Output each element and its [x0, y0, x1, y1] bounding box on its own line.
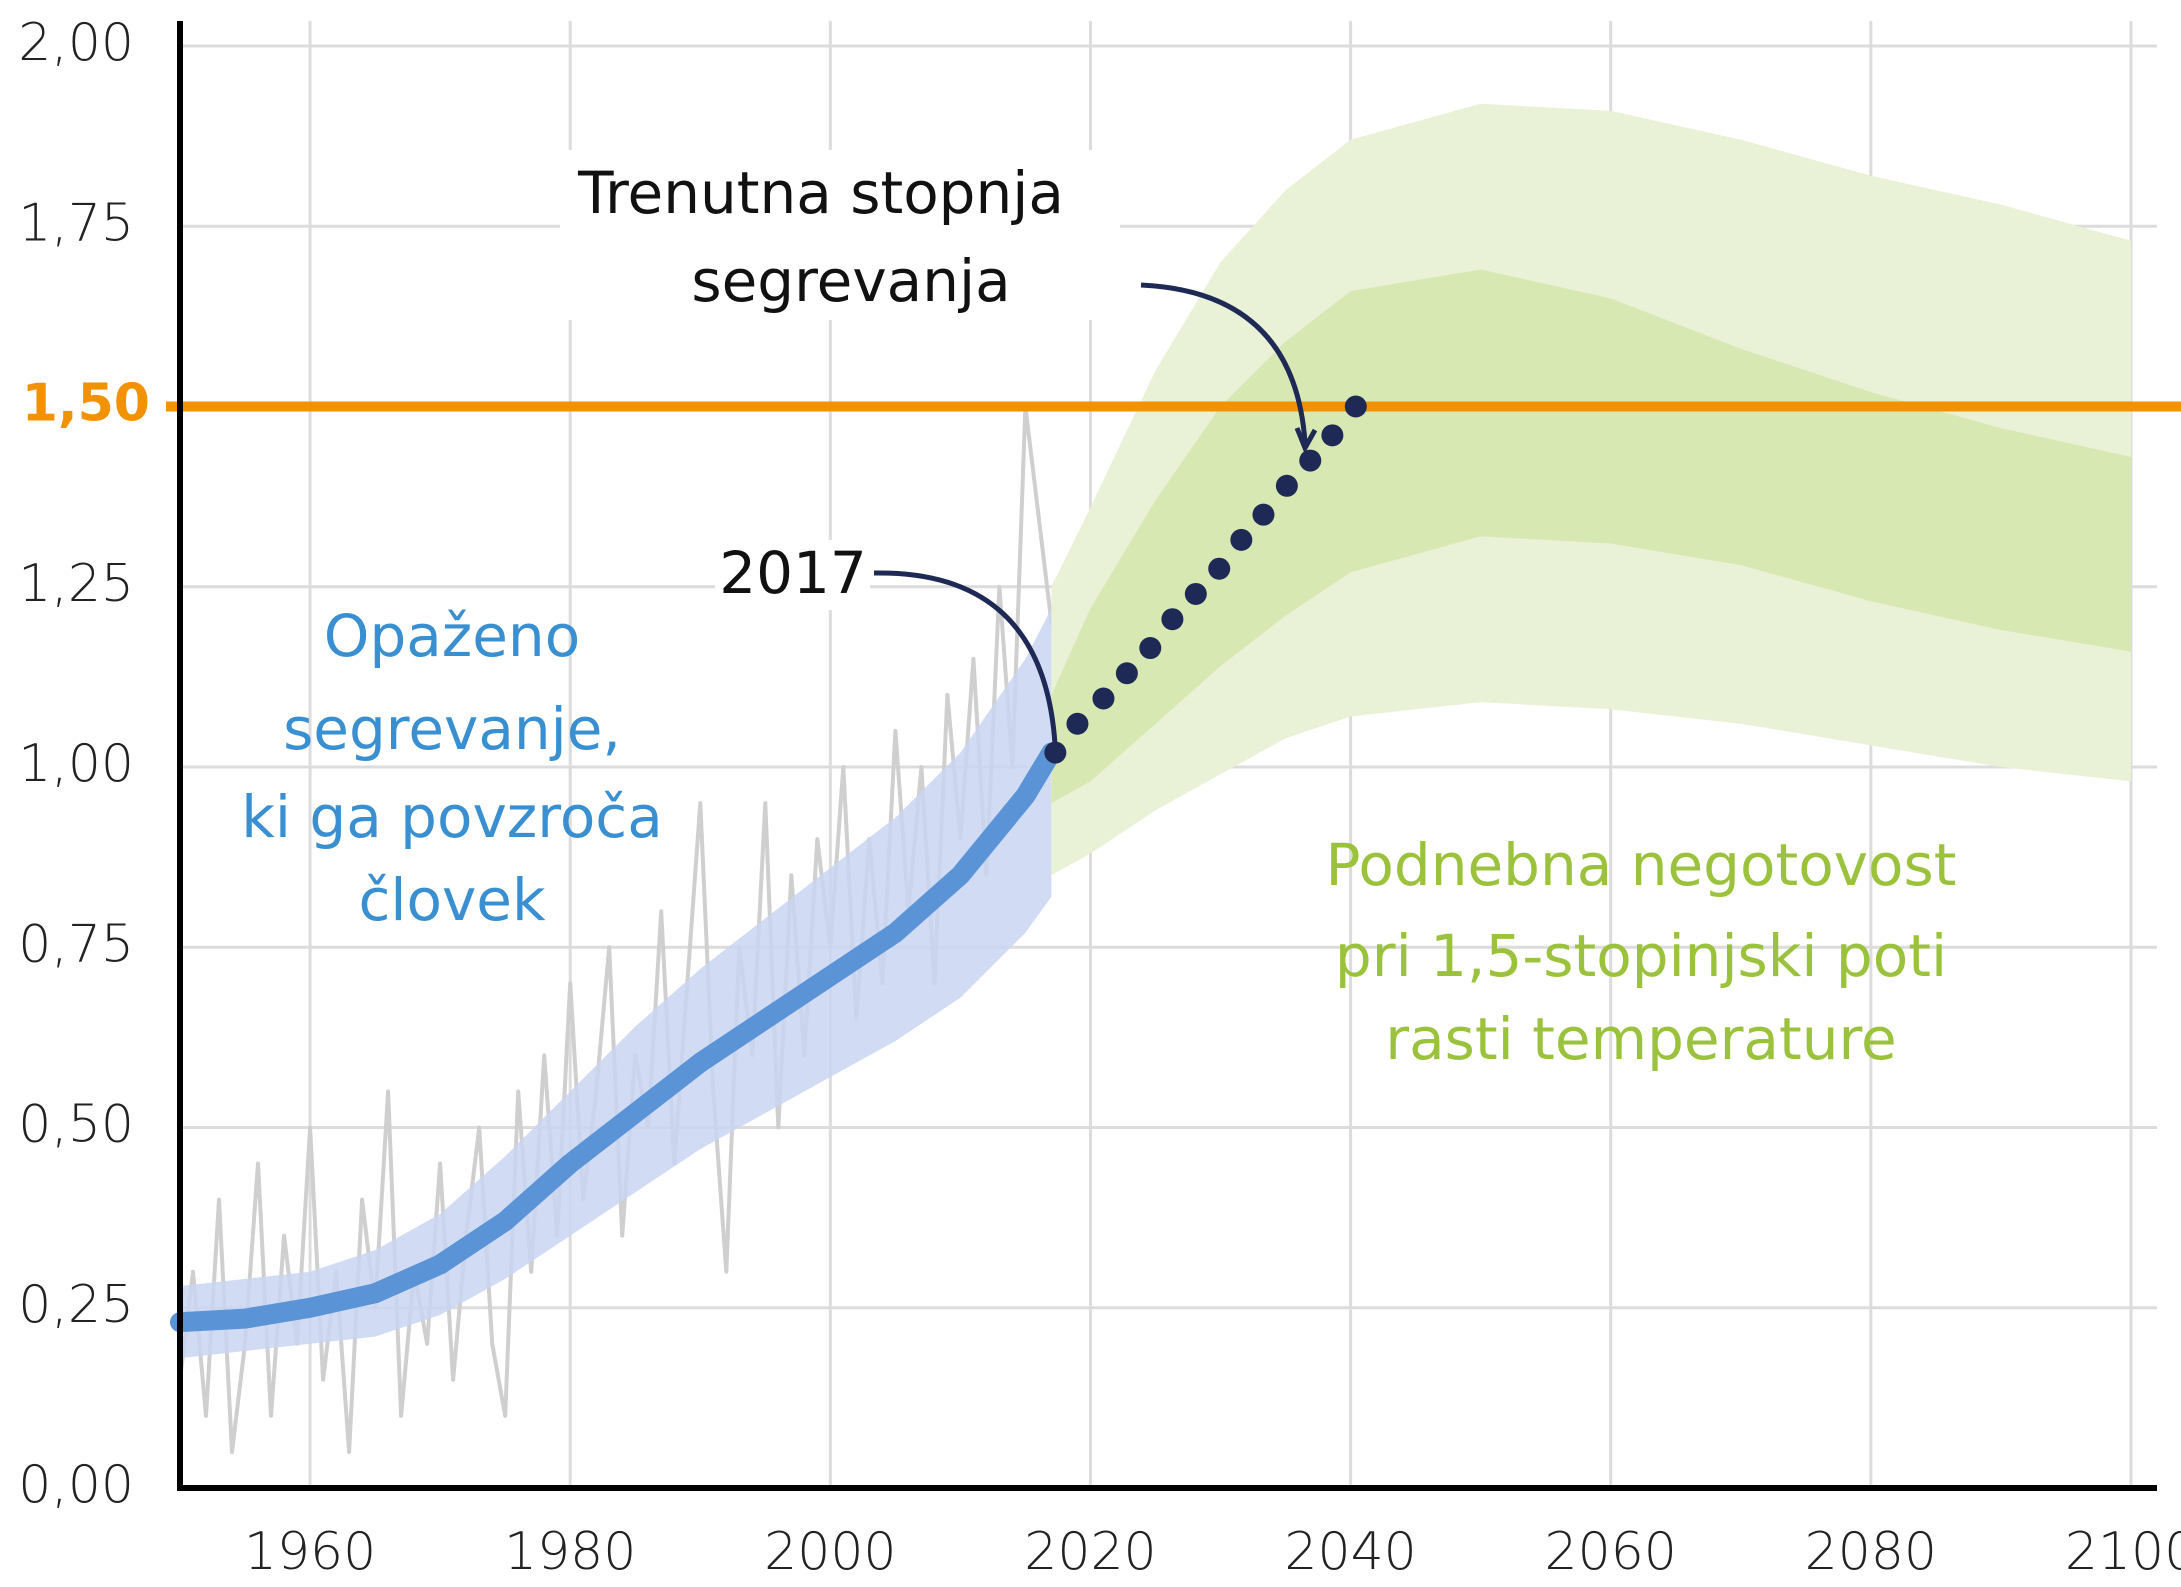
- annotation-arrow: [873, 570, 1058, 745]
- annotation: človek: [358, 866, 545, 934]
- x-tick-label: 2060: [1545, 1522, 1677, 1582]
- annotation: Opaženo: [324, 602, 580, 670]
- y-tick-label: 0,00: [18, 1455, 134, 1515]
- projection-dot: [1275, 474, 1298, 497]
- projection-dot: [1066, 712, 1089, 735]
- annotation: segrevanje,: [283, 695, 621, 763]
- projection-dot: [1139, 637, 1162, 660]
- projection-dot: [1161, 608, 1184, 631]
- annotation: pri 1,5-stopinjski poti: [1335, 922, 1947, 990]
- annotation: Podnebna negotovost: [1326, 831, 1957, 899]
- arrow-head: [1294, 427, 1318, 454]
- y-tick-label: 0,75: [18, 914, 134, 974]
- y-tick-label: 0,25: [18, 1275, 134, 1335]
- label-background: [560, 150, 1120, 320]
- projection-dot: [1321, 424, 1344, 447]
- x-tick-label: 2000: [764, 1522, 896, 1582]
- uncertainty-band: [180, 608, 1052, 1359]
- x-tick-label: 2100: [2065, 1522, 2181, 1582]
- annotation: segrevanja: [691, 247, 1010, 315]
- annotation: 2017: [719, 539, 867, 607]
- annotation: Trenutna stopnja: [577, 159, 1064, 227]
- projection-dot: [1208, 557, 1231, 580]
- projection-dot: [1092, 687, 1115, 710]
- annotation: rasti temperature: [1385, 1005, 1896, 1073]
- x-tick-label: 1960: [244, 1522, 376, 1582]
- projection-dot: [1344, 395, 1367, 418]
- projection-dot: [1044, 741, 1067, 764]
- projection-dot: [1252, 503, 1275, 526]
- threshold-label: 1,50: [22, 374, 150, 434]
- y-tick-label: 0,50: [18, 1095, 134, 1155]
- x-tick-label: 1980: [504, 1522, 636, 1582]
- label-background: [715, 540, 870, 610]
- projection-dot: [1230, 528, 1253, 551]
- x-tick-label: 2020: [1024, 1522, 1156, 1582]
- y-tick-label: 1,25: [18, 554, 134, 614]
- annotation-arrow: [1140, 282, 1308, 443]
- y-tick-label: 1,75: [18, 193, 134, 253]
- x-tick-label: 2080: [1805, 1522, 1937, 1582]
- y-tick-label: 2,00: [18, 13, 134, 73]
- annotation: ki ga povzroča: [241, 783, 663, 851]
- projection-dot: [1115, 662, 1138, 685]
- x-tick-label: 2040: [1284, 1522, 1416, 1582]
- y-tick-label: 1,00: [18, 734, 134, 794]
- smoothed-line: [170, 742, 1062, 1333]
- projection-dot: [1184, 582, 1207, 605]
- projection-dot: [1299, 449, 1322, 472]
